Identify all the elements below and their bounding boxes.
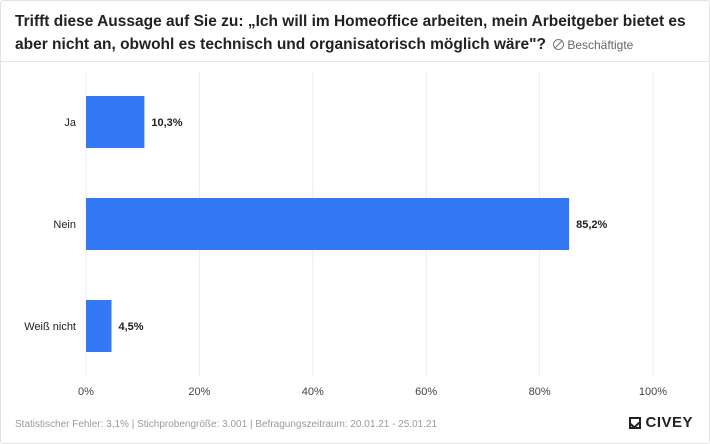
footer-meta: Statistischer Fehler: 3,1% | Stichproben…	[15, 419, 438, 430]
chart-header: Trifft diese Aussage auf Sie zu: „Ich wi…	[15, 10, 695, 57]
x-tick-label: 100%	[639, 386, 667, 398]
data-label: 10,3%	[151, 117, 182, 129]
brand-logo: CIVEY	[629, 414, 693, 431]
bar-1	[86, 198, 570, 250]
x-tick-label: 0%	[78, 386, 94, 398]
audience-tag[interactable]: Beschäftigte	[550, 38, 633, 52]
check-box-icon	[629, 416, 642, 429]
bar-2	[86, 300, 112, 352]
x-tick-label: 20%	[188, 386, 210, 398]
category-label: Ja	[64, 117, 77, 129]
audience-tag-label: Beschäftigte	[567, 38, 634, 52]
chart-title: Trifft diese Aussage auf Sie zu: „Ich wi…	[15, 13, 686, 53]
data-label: 4,5%	[119, 321, 144, 333]
x-tick-label: 60%	[415, 386, 437, 398]
labels: 0% 20% 40% 60% 80% 100% Ja 10,3% Nein 85,2% Weiß n…	[24, 117, 667, 398]
bar-0	[86, 96, 145, 148]
brand-name: CIVEY	[645, 414, 693, 431]
filter-icon	[553, 39, 565, 50]
category-label: Weiß nicht	[24, 321, 76, 333]
category-label: Nein	[53, 219, 76, 231]
data-label: 85,2%	[576, 219, 607, 231]
header-divider	[1, 61, 709, 62]
bars	[86, 96, 570, 352]
x-tick-label: 40%	[302, 386, 324, 398]
x-tick-label: 80%	[529, 386, 551, 398]
